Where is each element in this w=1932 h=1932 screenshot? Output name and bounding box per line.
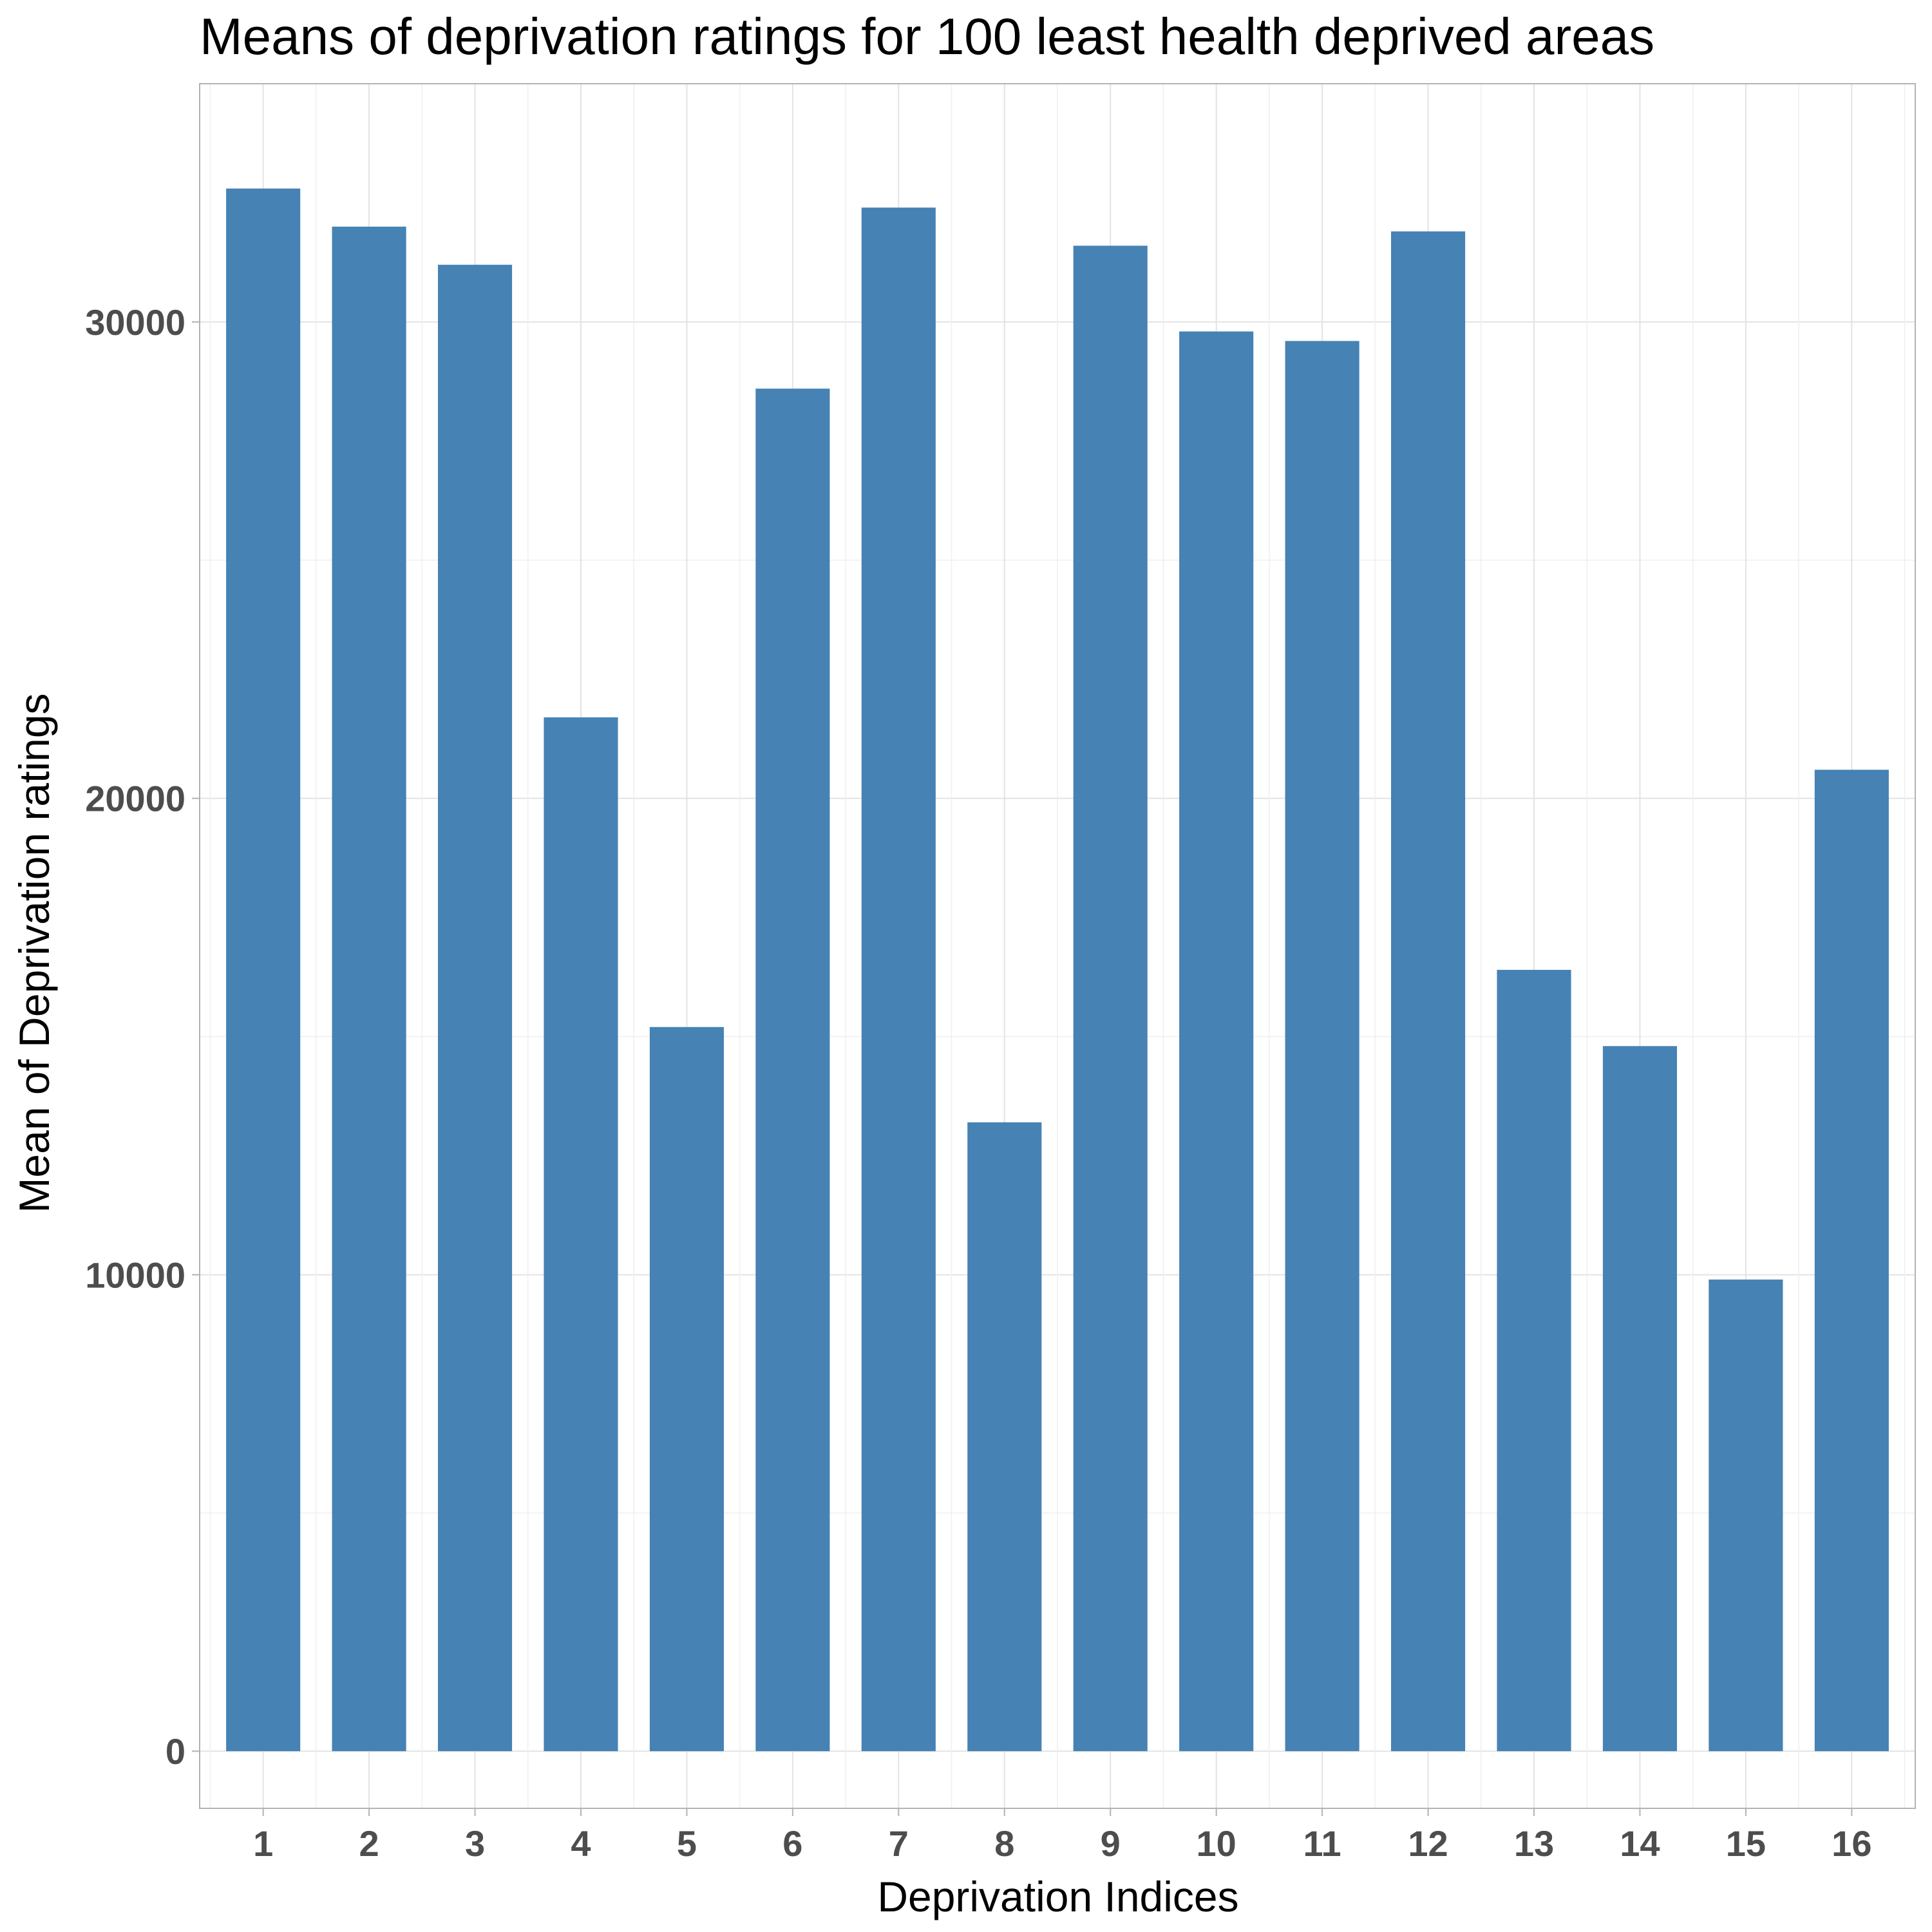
x-tick-label: 7 bbox=[889, 1823, 909, 1864]
bars bbox=[226, 188, 1889, 1752]
bar-8 bbox=[967, 1122, 1042, 1752]
x-tick-label: 16 bbox=[1832, 1823, 1871, 1864]
x-tick-label: 15 bbox=[1726, 1823, 1766, 1864]
x-tick-label: 14 bbox=[1620, 1823, 1660, 1864]
x-tick-label: 3 bbox=[465, 1823, 485, 1864]
x-tick-label: 13 bbox=[1514, 1823, 1554, 1864]
y-tick-label: 20000 bbox=[85, 779, 185, 819]
bar-4 bbox=[544, 717, 618, 1752]
x-tick-label: 4 bbox=[571, 1823, 591, 1864]
bar-7 bbox=[861, 207, 936, 1752]
x-axis: 1 2 3 4 5 6 7 8 9 10 11 12 13 14 15 16 bbox=[253, 1808, 1871, 1864]
bar-15 bbox=[1709, 1279, 1783, 1752]
x-tick-label: 12 bbox=[1408, 1823, 1448, 1864]
bar-16 bbox=[1814, 770, 1889, 1752]
bar-11 bbox=[1285, 341, 1359, 1752]
y-axis: 0 10000 20000 30000 bbox=[85, 302, 200, 1772]
x-axis-title: Deprivation Indices bbox=[877, 1873, 1238, 1920]
bar-9 bbox=[1073, 245, 1148, 1752]
bar-2 bbox=[332, 226, 406, 1752]
x-tick-label: 11 bbox=[1303, 1823, 1341, 1864]
bar-10 bbox=[1179, 331, 1254, 1752]
plot-panel-border bbox=[199, 83, 1916, 1809]
bar-14 bbox=[1602, 1046, 1677, 1752]
y-tick-label: 30000 bbox=[85, 302, 185, 343]
x-tick-label: 8 bbox=[994, 1823, 1014, 1864]
y-tick-label: 0 bbox=[166, 1731, 185, 1772]
bar-12 bbox=[1391, 231, 1466, 1752]
bar-13 bbox=[1497, 969, 1571, 1752]
bar-3 bbox=[438, 265, 513, 1752]
bar-5 bbox=[649, 1027, 724, 1752]
bar-6 bbox=[755, 388, 830, 1752]
y-tick-label: 10000 bbox=[85, 1255, 185, 1295]
y-axis-title: Mean of Deprivation ratings bbox=[10, 693, 58, 1213]
bar-1 bbox=[226, 188, 301, 1752]
x-tick-label: 9 bbox=[1101, 1823, 1121, 1864]
chart-title: Means of deprivation ratings for 100 lea… bbox=[200, 8, 1654, 65]
x-tick-label: 10 bbox=[1197, 1823, 1236, 1864]
x-tick-label: 1 bbox=[253, 1823, 273, 1864]
x-tick-label: 2 bbox=[359, 1823, 379, 1864]
x-tick-label: 6 bbox=[782, 1823, 802, 1864]
x-tick-label: 5 bbox=[677, 1823, 697, 1864]
